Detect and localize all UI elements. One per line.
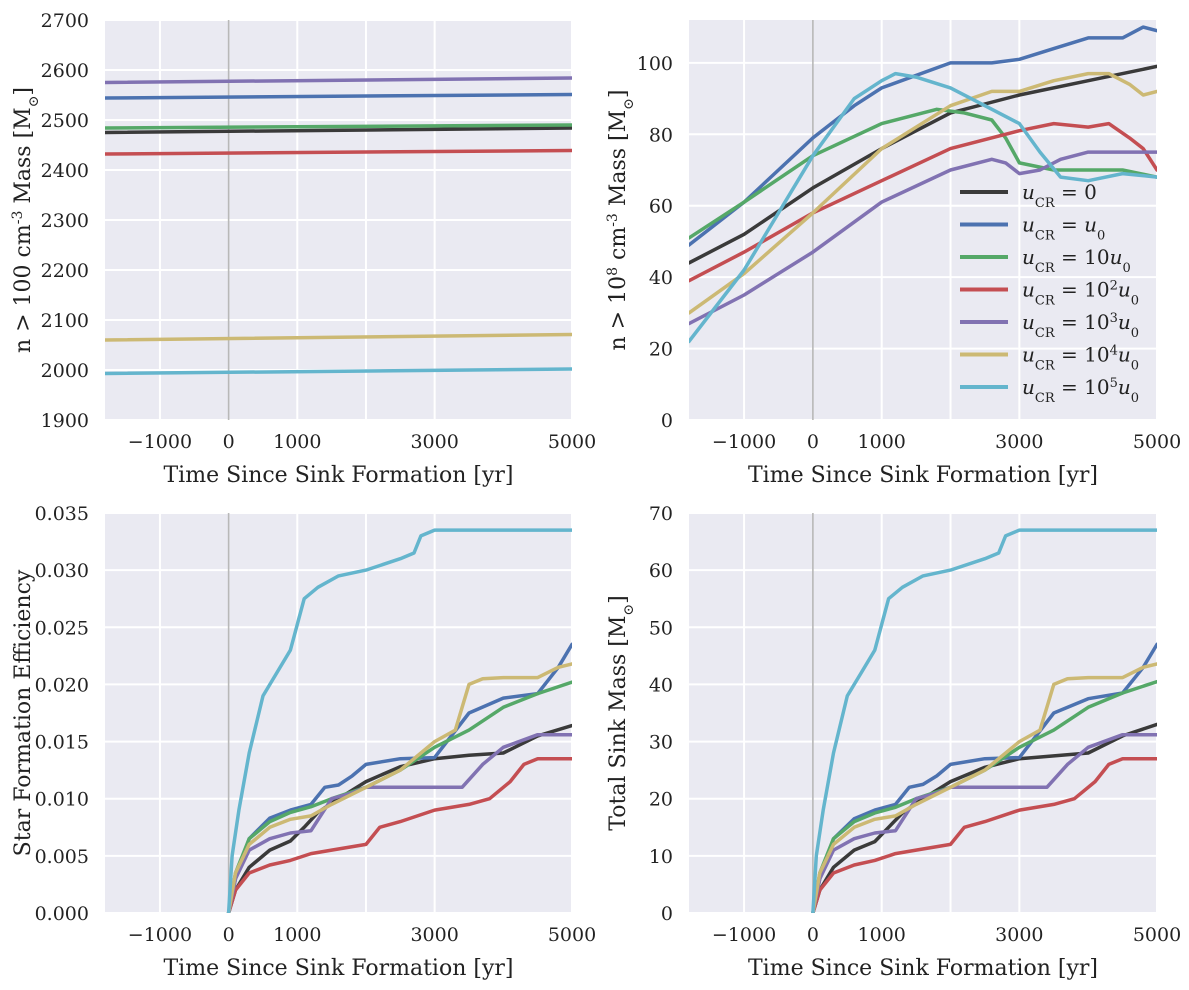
- series-line-u10000: [105, 332, 572, 342]
- chart-panel-bottom-left: −1000 0 1000 3000 5000 0.000 0.005 0.010 0.015 0.…: [11, 503, 596, 981]
- series-line-u100: [689, 121, 1157, 283]
- y-tick-label: 2400: [41, 160, 89, 182]
- series-line-u10000: [811, 662, 1157, 913]
- series-line-u0x: [811, 722, 1157, 913]
- series-line-u1: [689, 25, 1157, 247]
- y-tick-label: 60: [649, 196, 673, 218]
- series-line-u10: [105, 123, 572, 130]
- y-tick-label: 80: [649, 124, 673, 146]
- series-line-u100: [226, 756, 572, 913]
- series-line-u1: [105, 92, 572, 100]
- legend-label-u100: uCR = 102u0: [1022, 278, 1139, 309]
- y-tick-label: 40: [649, 267, 673, 289]
- y-tick-label: 0.020: [35, 674, 89, 696]
- x-tick-label: 1000: [858, 924, 906, 946]
- y-tick-label: 70: [649, 503, 673, 525]
- y-tick-label: 0: [661, 410, 673, 432]
- y-tick-label: 0.005: [35, 846, 89, 868]
- y-axis-label: n > 108 cm-3 Mass [M⊙]: [605, 90, 637, 351]
- chart-panel-bottom-right: −1000 0 1000 3000 5000 0 10 20 30 40 50 60 70 Time Si…: [606, 503, 1181, 981]
- plot-area: [689, 513, 1157, 913]
- y-tick-label: 20: [649, 339, 673, 361]
- y-tick-label: 10: [649, 846, 673, 868]
- y-tick-label: 0.025: [35, 617, 89, 639]
- y-tick-label: 30: [649, 732, 673, 754]
- series-line-u1000: [689, 150, 1157, 326]
- legend-label-u10000: uCR = 104u0: [1022, 343, 1139, 374]
- chart-panel-top-right: −1000 0 1000 3000 5000 0 20 40 60 80 100 Time Since…: [605, 20, 1181, 488]
- x-tick-label: 5000: [548, 924, 596, 946]
- y-tick-label: 2100: [41, 310, 89, 332]
- series-line-u0x: [226, 723, 572, 913]
- legend-label-u1000: uCR = 103u0: [1022, 310, 1139, 341]
- x-tick-label: 3000: [995, 924, 1043, 946]
- x-tick-label: 0: [223, 924, 235, 946]
- series-line-u1: [226, 642, 572, 913]
- legend-label-u100000: uCR = 105u0: [1022, 375, 1139, 406]
- x-tick-label: 5000: [1133, 924, 1181, 946]
- y-tick-label: 2600: [41, 60, 89, 82]
- y-tick-label: 20: [649, 789, 673, 811]
- series-line-u100: [811, 756, 1157, 913]
- x-tick-label: 3000: [410, 924, 458, 946]
- y-tick-label: 0.030: [35, 560, 89, 582]
- y-tick-label: 0: [661, 903, 673, 925]
- y-tick-label: 2300: [41, 210, 89, 232]
- x-tick-label: 3000: [410, 431, 458, 453]
- x-tick-label: −1000: [128, 924, 192, 946]
- y-tick-label: 1900: [41, 410, 89, 432]
- x-tick-label: −1000: [712, 431, 776, 453]
- y-tick-label: 2200: [41, 260, 89, 282]
- y-tick-label: 2000: [41, 360, 89, 382]
- series-line-u100000: [105, 367, 572, 376]
- y-tick-label: 0.000: [35, 903, 89, 925]
- series-line-u100: [105, 148, 572, 156]
- x-tick-label: 0: [807, 924, 819, 946]
- x-axis-label: Time Since Sink Formation [yr]: [748, 956, 1098, 981]
- y-tick-label: 2700: [41, 10, 89, 32]
- x-tick-label: −1000: [712, 924, 776, 946]
- x-axis-label: Time Since Sink Formation [yr]: [164, 956, 514, 981]
- series-line-u10000: [226, 662, 572, 913]
- x-tick-label: 5000: [1133, 431, 1181, 453]
- plot-area: [105, 513, 572, 913]
- series-line-u100000: [689, 71, 1157, 344]
- y-tick-label: 40: [649, 674, 673, 696]
- series-line-u100000: [811, 528, 1157, 913]
- y-axis-label: Star Formation Efficiency: [11, 569, 36, 856]
- x-tick-label: 0: [223, 431, 235, 453]
- y-axis-label: n > 100 cm-3 Mass [M⊙]: [10, 87, 42, 353]
- y-tick-label: 0.015: [35, 732, 89, 754]
- series-line-u100000: [226, 528, 572, 913]
- y-tick-label: 60: [649, 560, 673, 582]
- x-tick-label: 1000: [273, 924, 321, 946]
- y-axis-label: Total Sink Mass [M⊙]: [606, 595, 637, 830]
- chart-panel-top-left: −1000 0 1000 3000 5000 1900 2000 2100 2200 2300 24…: [10, 10, 596, 488]
- y-tick-label: 0.010: [35, 789, 89, 811]
- legend-label-u1: uCR = u0: [1022, 213, 1105, 244]
- series-line-u0x: [689, 64, 1157, 265]
- y-tick-label: 50: [649, 617, 673, 639]
- legend-label-u10: uCR = 10u0: [1022, 245, 1131, 276]
- y-tick-label: 100: [637, 53, 673, 75]
- legend-label-u0x: uCR = 0: [1022, 180, 1097, 211]
- series-line-u0x: [105, 126, 572, 135]
- x-tick-label: 1000: [858, 431, 906, 453]
- y-tick-label: 2500: [41, 110, 89, 132]
- x-tick-label: 0: [807, 431, 819, 453]
- series-line-u1000: [105, 76, 572, 85]
- x-tick-label: −1000: [128, 431, 192, 453]
- x-tick-label: 3000: [995, 431, 1043, 453]
- x-tick-label: 5000: [548, 431, 596, 453]
- series-line-u10000: [689, 71, 1157, 315]
- x-axis-label: Time Since Sink Formation [yr]: [164, 463, 514, 488]
- x-tick-label: 1000: [273, 431, 321, 453]
- y-tick-label: 0.035: [35, 503, 89, 525]
- x-axis-label: Time Since Sink Formation [yr]: [748, 463, 1098, 488]
